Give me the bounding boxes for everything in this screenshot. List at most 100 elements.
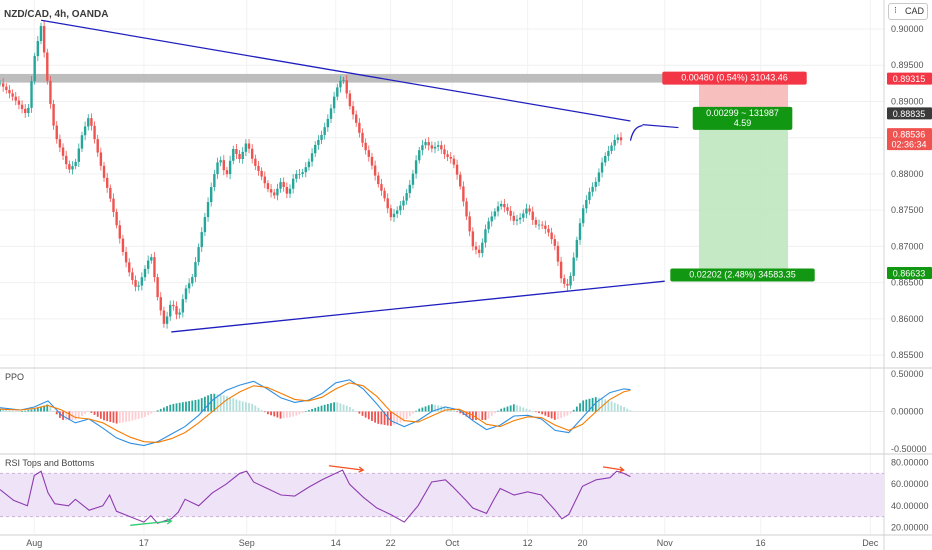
candle — [559, 256, 563, 284]
candle — [585, 195, 588, 214]
candle — [68, 160, 71, 174]
candle — [206, 197, 210, 222]
ppo-histogram-bar — [339, 403, 342, 412]
candle — [481, 238, 484, 258]
ppo-histogram-bar — [572, 409, 575, 412]
ppo-histogram-bar — [415, 410, 417, 412]
candle — [124, 247, 128, 268]
candle — [216, 157, 219, 179]
candle — [370, 152, 374, 170]
ppo-histogram-bar — [333, 402, 336, 412]
candle — [389, 204, 393, 221]
candle — [427, 137, 430, 151]
ppo-histogram-bar — [569, 411, 572, 414]
ppo-histogram-bar — [585, 399, 588, 412]
ppo-histogram-bar — [408, 411, 411, 417]
ppo-histogram-bar — [575, 406, 578, 412]
candle-body — [156, 277, 159, 298]
ppo-histogram-bar — [465, 411, 468, 417]
ppo-histogram-bar — [181, 402, 184, 412]
ppo-histogram-bar — [166, 406, 168, 412]
ppo-histogram-bar — [352, 409, 354, 412]
ppo-histogram-bar — [279, 411, 282, 419]
candle-body — [522, 213, 525, 218]
candle — [250, 144, 254, 164]
candle-body — [326, 118, 330, 128]
candle — [531, 206, 534, 226]
ppo-histogram-bar — [459, 411, 462, 414]
candle-body — [509, 210, 512, 216]
candle — [604, 152, 607, 167]
candle-body — [216, 162, 219, 175]
ppo-histogram-bar — [222, 395, 225, 412]
candle-body — [503, 203, 506, 208]
ppo-histogram-bar — [522, 407, 525, 412]
candle — [115, 208, 118, 229]
ppo-histogram-bar — [364, 411, 367, 418]
candle-body — [433, 146, 437, 149]
candle — [594, 177, 597, 192]
candle — [153, 252, 156, 283]
target-label: 0.02202 (2.48%) 34583.35 — [689, 270, 796, 280]
candle — [200, 227, 203, 252]
candle-body — [610, 145, 613, 151]
candle — [0, 80, 2, 87]
ppo-histogram-bar — [348, 406, 351, 412]
target-label-box — [670, 268, 815, 282]
ppo-histogram-bar — [500, 408, 503, 412]
candle-body — [140, 277, 144, 286]
ppo-histogram-bar — [210, 393, 213, 412]
divergence-arrow-bullish — [130, 520, 172, 526]
candle — [433, 142, 437, 154]
candle-body — [64, 155, 68, 165]
candle-body — [569, 275, 572, 286]
candle — [616, 133, 620, 144]
candle — [225, 166, 229, 178]
candle-body — [477, 249, 481, 254]
candle — [537, 219, 541, 230]
candle-body — [600, 162, 604, 173]
ppo-histogram-bar — [566, 411, 569, 416]
candle-body — [537, 224, 541, 226]
candle-body — [71, 166, 74, 170]
ppo-histogram-bar — [320, 405, 323, 412]
candle — [131, 267, 134, 285]
candle — [509, 206, 512, 221]
candle — [323, 122, 326, 140]
countdown-label: 02:36:34 — [891, 140, 926, 150]
candle — [24, 104, 27, 118]
candle-body — [459, 174, 462, 187]
stop-label-box — [662, 71, 807, 85]
candle — [317, 135, 320, 150]
candle-body — [184, 288, 188, 300]
divergence-arrowhead — [358, 466, 365, 473]
time-tick-label: Nov — [657, 538, 674, 548]
candle — [399, 201, 402, 216]
candle — [380, 179, 383, 196]
candle — [222, 155, 226, 176]
ppo-histogram-bar — [118, 411, 121, 423]
candle-body — [298, 173, 301, 175]
candle — [496, 201, 500, 217]
price-tag-text: 0.89315 — [893, 74, 926, 84]
price-tag-text: 0.86633 — [893, 269, 926, 279]
candle-body — [424, 142, 427, 146]
candle-body — [102, 165, 106, 178]
ppo-histogram-bar — [229, 397, 232, 412]
ppo-histogram-bar — [36, 407, 39, 412]
candle — [358, 118, 361, 138]
candle — [307, 158, 311, 171]
ppo-histogram-bar — [345, 405, 348, 412]
candle — [184, 284, 188, 303]
currency-button[interactable]: ⁝ CAD — [888, 3, 928, 20]
candle — [452, 155, 456, 169]
candle — [140, 272, 144, 291]
candle-body — [518, 217, 522, 220]
price-tag-text: 0.88835 — [893, 109, 926, 119]
ppo-histogram-bar — [40, 406, 42, 412]
candle-body — [566, 283, 569, 286]
candle-body — [27, 107, 30, 114]
ppo-histogram-bar — [437, 405, 440, 412]
ppo-histogram-bar — [563, 411, 566, 417]
